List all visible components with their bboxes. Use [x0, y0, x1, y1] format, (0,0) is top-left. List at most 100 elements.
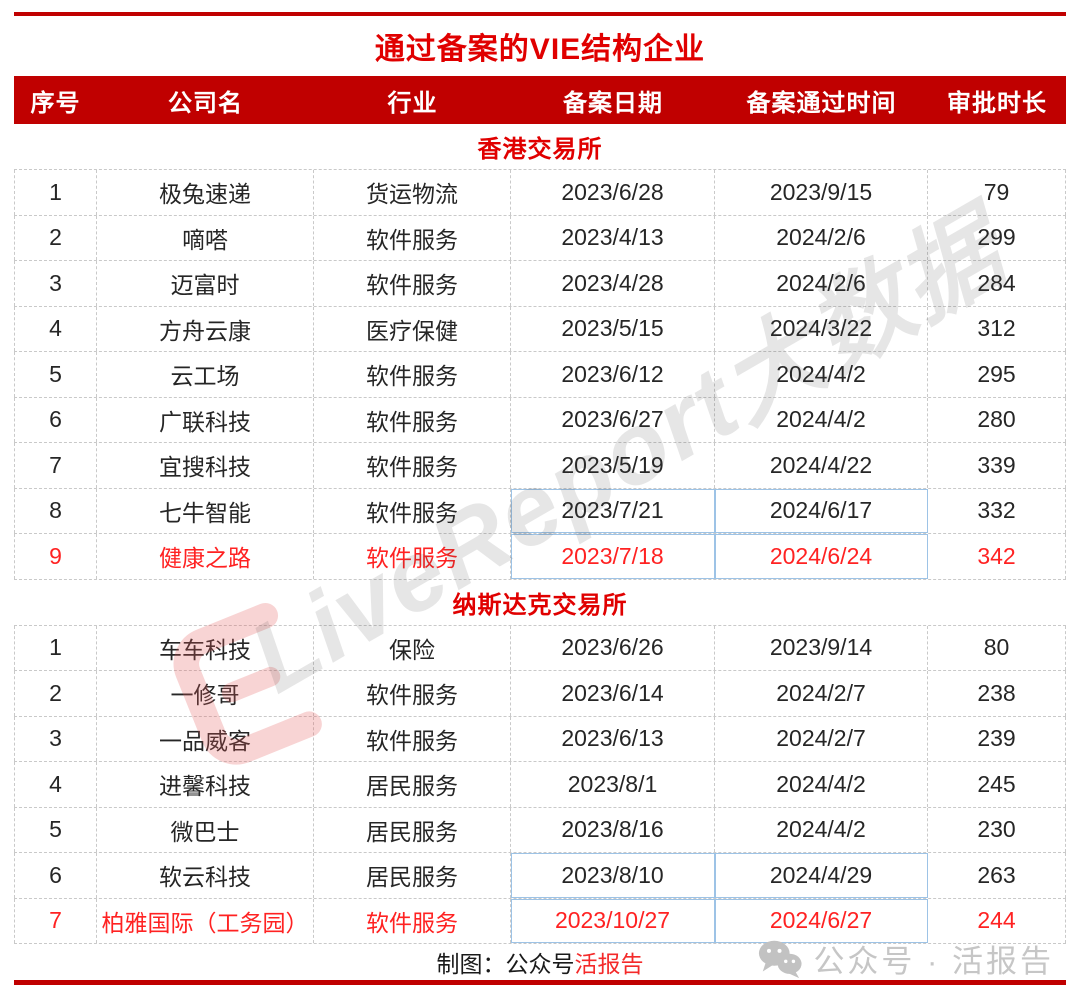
page-title: 通过备案的VIE结构企业 [374, 33, 706, 66]
cell-industry: 软件服务 [314, 898, 511, 943]
title-row: 通过备案的VIE结构企业 [14, 16, 1066, 76]
table-row: 6 广联科技 软件服务 2023/6/27 2024/4/2 280 [14, 397, 1066, 443]
cell-industry: 软件服务 [314, 716, 511, 761]
cell-index: 9 [14, 534, 97, 579]
cell-filing-date: 2023/7/18 [511, 534, 715, 579]
cell-filing-date: 2023/6/12 [511, 352, 715, 397]
cell-duration: 230 [928, 807, 1066, 852]
cell-filing-date: 2023/10/27 [511, 898, 715, 943]
cell-filing-date: 2023/6/26 [511, 625, 715, 670]
cell-duration: 280 [928, 397, 1066, 442]
cell-index: 3 [14, 716, 97, 761]
cell-industry: 软件服务 [314, 443, 511, 488]
table-row: 7 宜搜科技 软件服务 2023/5/19 2024/4/22 339 [14, 443, 1066, 489]
cell-index: 2 [14, 215, 97, 260]
footnote-brand: 活报告 [574, 951, 644, 977]
cell-company: 广联科技 [97, 397, 314, 442]
cell-filing-date: 2023/6/13 [511, 716, 715, 761]
footnote-prefix: 制图：公众号 [436, 951, 575, 977]
cell-filing-date: 2023/7/21 [511, 488, 715, 533]
cell-approval-date: 2024/4/2 [715, 807, 928, 852]
cell-index: 7 [14, 443, 97, 488]
table-row: 5 云工场 软件服务 2023/6/12 2024/4/2 295 [14, 352, 1066, 398]
cell-index: 5 [14, 352, 97, 397]
cell-index: 1 [14, 625, 97, 670]
cell-company: 车车科技 [97, 625, 314, 670]
table-row: 5 微巴士 居民服务 2023/8/16 2024/4/2 230 [14, 807, 1066, 853]
cell-industry: 软件服务 [314, 534, 511, 579]
table-row: 7 柏雅国际（工务园） 软件服务 2023/10/27 2024/6/27 244 [14, 898, 1066, 944]
cell-index: 5 [14, 807, 97, 852]
cell-duration: 342 [928, 534, 1066, 579]
cell-approval-date: 2024/3/22 [715, 306, 928, 351]
cell-approval-date: 2024/4/29 [715, 853, 928, 898]
table-row: 3 迈富时 软件服务 2023/4/28 2024/2/6 284 [14, 261, 1066, 307]
cell-company: 宜搜科技 [97, 443, 314, 488]
table-row: 8 七牛智能 软件服务 2023/7/21 2024/6/17 332 [14, 488, 1066, 534]
cell-duration: 263 [928, 853, 1066, 898]
cell-index: 4 [14, 762, 97, 807]
cell-company: 方舟云康 [97, 306, 314, 351]
cell-approval-date: 2024/6/24 [715, 534, 928, 579]
cell-company: 健康之路 [97, 534, 314, 579]
cell-duration: 244 [928, 898, 1066, 943]
cell-approval-date: 2023/9/14 [715, 625, 928, 670]
column-header-1: 序号 [30, 89, 81, 117]
cell-filing-date: 2023/8/1 [511, 762, 715, 807]
cell-company: 进馨科技 [97, 762, 314, 807]
cell-company: 柏雅国际（工务园） [97, 898, 314, 943]
table-row: 1 车车科技 保险 2023/6/26 2023/9/14 80 [14, 625, 1066, 671]
cell-industry: 软件服务 [314, 397, 511, 442]
cell-filing-date: 2023/8/10 [511, 853, 715, 898]
table-body: 香港交易所 1 极兔速递 货运物流 2023/6/28 2023/9/15 79 2 嘀嗒 软件服… [14, 124, 1066, 944]
cell-index: 4 [14, 306, 97, 351]
table-footnote: 制图：公众号 活报告 [14, 944, 1066, 980]
section-header-2: 纳斯达克交易所 [14, 580, 1066, 626]
cell-index: 7 [14, 898, 97, 943]
cell-duration: 339 [928, 443, 1066, 488]
cell-filing-date: 2023/4/13 [511, 215, 715, 260]
cell-approval-date: 2024/4/22 [715, 443, 928, 488]
cell-duration: 295 [928, 352, 1066, 397]
cell-industry: 软件服务 [314, 261, 511, 306]
cell-company: 云工场 [97, 352, 314, 397]
cell-index: 8 [14, 488, 97, 533]
table-row: 4 进馨科技 居民服务 2023/8/1 2024/4/2 245 [14, 762, 1066, 808]
cell-filing-date: 2023/6/27 [511, 397, 715, 442]
table-row: 2 嘀嗒 软件服务 2023/4/13 2024/2/6 299 [14, 215, 1066, 261]
cell-duration: 332 [928, 488, 1066, 533]
cell-index: 1 [14, 170, 97, 215]
cell-company: 一修哥 [97, 671, 314, 716]
vie-filing-table: 通过备案的VIE结构企业 序号 公司名 行业 备案日期 备案通过时间 审批时长 香港交易所… [14, 12, 1066, 985]
top-rule [14, 12, 1066, 16]
cell-company: 软云科技 [97, 853, 314, 898]
cell-approval-date: 2024/2/7 [715, 671, 928, 716]
column-header-6: 审批时长 [947, 89, 1047, 117]
cell-industry: 居民服务 [314, 807, 511, 852]
cell-filing-date: 2023/5/19 [511, 443, 715, 488]
cell-industry: 医疗保健 [314, 306, 511, 351]
column-header-2: 公司名 [168, 89, 243, 117]
cell-company: 迈富时 [97, 261, 314, 306]
cell-index: 2 [14, 671, 97, 716]
cell-approval-date: 2024/4/2 [715, 397, 928, 442]
table-row: 3 一品威客 软件服务 2023/6/13 2024/2/7 239 [14, 716, 1066, 762]
cell-company: 微巴士 [97, 807, 314, 852]
table-header-row: 序号 公司名 行业 备案日期 备案通过时间 审批时长 [14, 76, 1066, 124]
cell-approval-date: 2024/2/7 [715, 716, 928, 761]
cell-filing-date: 2023/5/15 [511, 306, 715, 351]
column-header-4: 备案日期 [563, 89, 663, 117]
cell-duration: 238 [928, 671, 1066, 716]
cell-company: 极兔速递 [97, 170, 314, 215]
cell-industry: 居民服务 [314, 853, 511, 898]
table-row: 6 软云科技 居民服务 2023/8/10 2024/4/29 263 [14, 853, 1066, 899]
cell-industry: 软件服务 [314, 352, 511, 397]
cell-industry: 保险 [314, 625, 511, 670]
bottom-rule [14, 980, 1066, 985]
table-row: 1 极兔速递 货运物流 2023/6/28 2023/9/15 79 [14, 170, 1066, 216]
section-header-1: 香港交易所 [14, 124, 1066, 170]
cell-duration: 79 [928, 170, 1066, 215]
cell-duration: 312 [928, 306, 1066, 351]
cell-industry: 货运物流 [314, 170, 511, 215]
cell-duration: 239 [928, 716, 1066, 761]
